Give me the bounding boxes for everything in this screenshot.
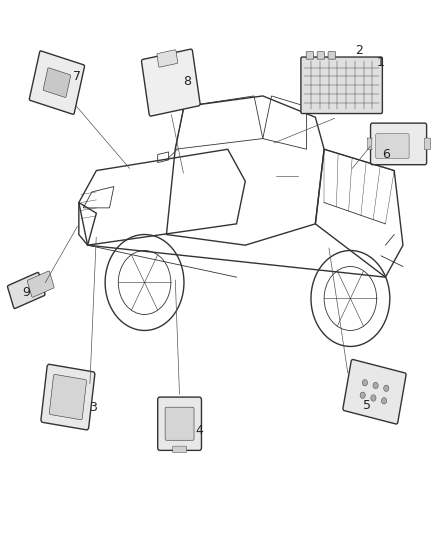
Circle shape: [360, 392, 365, 399]
Text: 1: 1: [376, 56, 384, 69]
Circle shape: [371, 395, 376, 401]
Text: 4: 4: [196, 424, 204, 437]
FancyBboxPatch shape: [343, 359, 406, 424]
FancyBboxPatch shape: [173, 446, 187, 453]
Circle shape: [362, 379, 367, 386]
FancyBboxPatch shape: [165, 407, 194, 440]
Text: 7: 7: [73, 70, 81, 83]
FancyBboxPatch shape: [43, 68, 71, 98]
FancyBboxPatch shape: [141, 49, 200, 116]
Text: 2: 2: [355, 44, 363, 57]
FancyBboxPatch shape: [27, 271, 54, 297]
Text: 8: 8: [184, 75, 191, 87]
Text: 6: 6: [382, 148, 390, 161]
FancyBboxPatch shape: [158, 397, 201, 450]
FancyBboxPatch shape: [157, 50, 178, 67]
FancyBboxPatch shape: [376, 134, 409, 158]
FancyBboxPatch shape: [49, 374, 87, 420]
FancyBboxPatch shape: [29, 51, 85, 114]
FancyBboxPatch shape: [317, 52, 325, 59]
FancyBboxPatch shape: [424, 138, 431, 150]
Circle shape: [373, 382, 378, 389]
FancyBboxPatch shape: [41, 364, 95, 430]
Circle shape: [384, 385, 389, 391]
FancyBboxPatch shape: [301, 57, 382, 114]
FancyBboxPatch shape: [371, 123, 427, 165]
Circle shape: [381, 398, 387, 404]
Text: 5: 5: [364, 399, 371, 411]
Text: 9: 9: [22, 286, 30, 298]
FancyBboxPatch shape: [328, 52, 336, 59]
Text: 3: 3: [89, 401, 97, 414]
FancyBboxPatch shape: [7, 272, 45, 309]
FancyBboxPatch shape: [367, 138, 372, 150]
FancyBboxPatch shape: [306, 52, 314, 59]
